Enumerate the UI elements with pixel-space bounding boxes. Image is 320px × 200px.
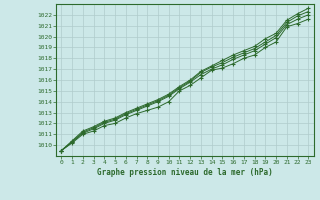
- X-axis label: Graphe pression niveau de la mer (hPa): Graphe pression niveau de la mer (hPa): [97, 168, 273, 177]
